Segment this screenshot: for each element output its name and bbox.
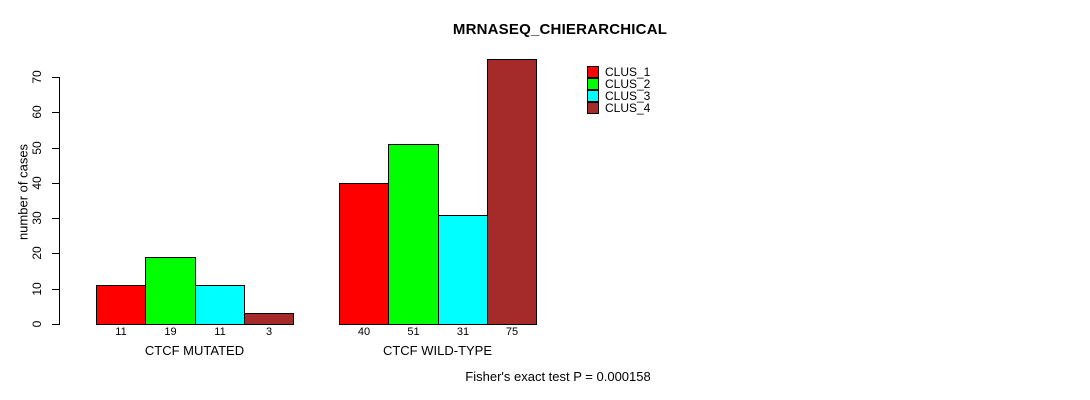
bar-value-label: 40 — [357, 326, 371, 338]
bar-value-label: 11 — [214, 326, 226, 338]
y-tick — [52, 218, 60, 219]
y-tick — [52, 253, 60, 254]
bar-ctcf-wild-type-clus_4 — [487, 59, 537, 325]
x-group-label: CTCF MUTATED — [144, 343, 245, 358]
legend-item-label: CLUS_3 — [605, 89, 651, 103]
chart-title: MRNASEQ_CHIERARCHICAL — [452, 21, 668, 38]
bar-ctcf-mutated-clus_1 — [96, 285, 146, 325]
y-tick — [52, 148, 60, 149]
y-tick-label: 30 — [30, 211, 44, 225]
bar-ctcf-mutated-clus_3 — [195, 285, 245, 325]
bar-value-label: 19 — [164, 326, 177, 338]
legend-swatch-clus_4 — [587, 102, 599, 114]
bar-value-label: 3 — [265, 326, 273, 338]
legend-item: CLUS_1 — [587, 66, 650, 78]
y-axis-title: number of cases — [15, 143, 31, 241]
legend-swatch-clus_1 — [587, 66, 599, 78]
legend-item: CLUS_3 — [587, 90, 650, 102]
y-axis-line — [59, 77, 60, 325]
bar-value-label: 11 — [115, 326, 127, 338]
y-tick-label: 60 — [30, 105, 44, 119]
legend-item: CLUS_2 — [587, 78, 650, 90]
y-tick-label: 0 — [30, 320, 44, 328]
y-tick-label: 10 — [30, 282, 44, 296]
y-tick-label: 70 — [30, 70, 44, 84]
bar-value-label: 51 — [407, 326, 420, 338]
bar-ctcf-wild-type-clus_3 — [438, 215, 488, 325]
bar-ctcf-wild-type-clus_2 — [388, 144, 439, 325]
legend-swatch-clus_3 — [587, 90, 599, 102]
y-tick — [52, 77, 60, 78]
bar-value-label: 75 — [505, 326, 519, 338]
y-tick — [52, 183, 60, 184]
legend-item-label: CLUS_4 — [605, 101, 651, 115]
bar-ctcf-mutated-clus_4 — [244, 313, 294, 325]
x-group-label: CTCF WILD-TYPE — [382, 343, 493, 358]
legend-item-label: CLUS_1 — [605, 65, 651, 79]
legend-item-label: CLUS_2 — [605, 77, 651, 91]
y-tick-label: 50 — [30, 141, 44, 155]
bar-ctcf-mutated-clus_2 — [145, 257, 196, 325]
y-tick — [52, 324, 60, 325]
legend-item: CLUS_4 — [587, 102, 650, 114]
y-tick — [52, 112, 60, 113]
y-tick — [52, 289, 60, 290]
y-tick-label: 20 — [30, 246, 44, 260]
fisher-test-note: Fisher's exact test P = 0.000158 — [465, 369, 651, 384]
legend: CLUS_1 CLUS_2 CLUS_3 CLUS_4 — [587, 66, 650, 114]
bar-value-label: 31 — [456, 326, 470, 338]
bar-ctcf-wild-type-clus_1 — [339, 183, 389, 325]
legend-swatch-clus_2 — [587, 78, 599, 90]
y-tick-label: 40 — [30, 176, 44, 190]
